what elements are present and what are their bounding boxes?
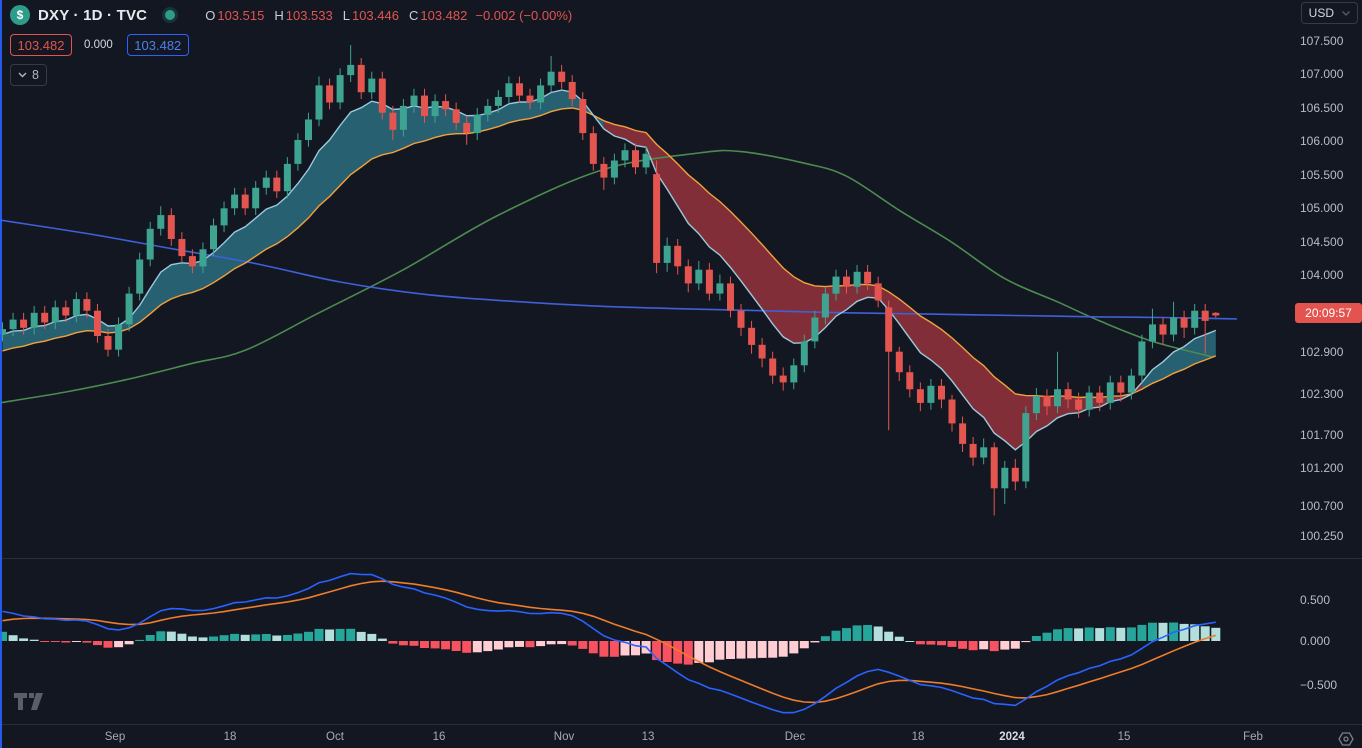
high-value: 103.533 <box>285 7 333 23</box>
symbol-logo: $ <box>10 5 30 25</box>
time-axis-label: 15 <box>1117 731 1131 743</box>
low-label: L <box>342 7 350 23</box>
countdown-badge: 20:09:57 <box>1295 303 1362 323</box>
indicators-count: 8 <box>32 68 39 82</box>
indicators-collapse-button[interactable]: 8 <box>10 64 47 86</box>
time-axis-label: Nov <box>553 731 575 743</box>
price-axis-label: 105.000 <box>1300 201 1344 215</box>
time-axis-label: Feb <box>1243 731 1263 743</box>
chart-legend: $ DXY · 1D · TVC O 103.515 H 103.533 L 103.… <box>10 4 572 86</box>
candles-layer <box>0 45 1220 516</box>
price-axis-label: 101.200 <box>1300 461 1344 475</box>
price-axis-label: 105.500 <box>1300 168 1344 182</box>
ohlc-values: O 103.515 H 103.533 L 103.446 C 103.482 −0.0… <box>195 8 572 23</box>
time-axis-label: Dec <box>784 731 806 743</box>
currency-value: USD <box>1308 6 1334 20</box>
time-axis[interactable]: Sep 18 Oct 16 Nov 13 Dec 18 2024 15 Feb <box>0 724 1362 748</box>
low-value: 103.446 <box>351 7 399 23</box>
price-axis-label: 107.000 <box>1300 67 1344 81</box>
pane-left-accent <box>0 0 2 748</box>
market-status-icon <box>165 10 176 20</box>
ma-long-green-line <box>0 149 1214 404</box>
time-axis-label: 2024 <box>999 731 1025 743</box>
macd-signal-line <box>2 580 1217 704</box>
spread-value: 0.000 <box>84 39 113 51</box>
time-axis-label: 16 <box>432 731 446 743</box>
price-axis-label: 102.900 <box>1300 345 1344 359</box>
gear-icon <box>1338 732 1354 746</box>
price-axis-label: 107.500 <box>1300 34 1344 48</box>
indicator-axis-label: −0.500 <box>1300 678 1338 692</box>
open-label: O <box>205 7 216 23</box>
symbol-title[interactable]: DXY · 1D · TVC <box>38 6 148 24</box>
indicator-axis-label: 0.500 <box>1300 593 1331 607</box>
time-axis-label: Oct <box>326 731 344 743</box>
price-axis-label: 104.000 <box>1300 268 1344 282</box>
chevron-down-icon <box>18 72 27 78</box>
time-axis-label: 18 <box>911 731 925 743</box>
pane-separator[interactable] <box>0 558 1362 559</box>
macd-line <box>2 572 1216 714</box>
axis-settings-button[interactable] <box>1338 731 1354 747</box>
close-label: C <box>408 7 419 23</box>
currency-selector[interactable]: USD <box>1300 2 1358 24</box>
time-axis-label: 13 <box>641 731 655 743</box>
price-axis-label: 100.250 <box>1300 529 1344 543</box>
macd-pane <box>0 572 1221 714</box>
sell-button[interactable]: 103.482 <box>10 34 72 56</box>
change-value: −0.002 (−0.00%) <box>475 7 573 23</box>
price-axis-label: 100.700 <box>1300 499 1344 513</box>
price-axis-label: 102.300 <box>1300 387 1344 401</box>
indicator-axis-label: 0.000 <box>1300 634 1331 648</box>
chevron-down-icon <box>1342 10 1350 16</box>
price-axis-label: 106.500 <box>1300 101 1344 115</box>
close-value: 103.482 <box>420 7 468 23</box>
time-axis-label: 18 <box>223 731 237 743</box>
open-value: 103.515 <box>217 7 265 23</box>
price-axis-label: 101.700 <box>1300 428 1344 442</box>
high-label: H <box>274 7 284 23</box>
tradingview-logo[interactable] <box>14 692 44 711</box>
buy-button[interactable]: 103.482 <box>126 34 189 56</box>
price-axis-label: 106.000 <box>1300 134 1344 148</box>
time-axis-label: Sep <box>104 731 126 743</box>
price-axis-label: 104.500 <box>1300 235 1344 249</box>
